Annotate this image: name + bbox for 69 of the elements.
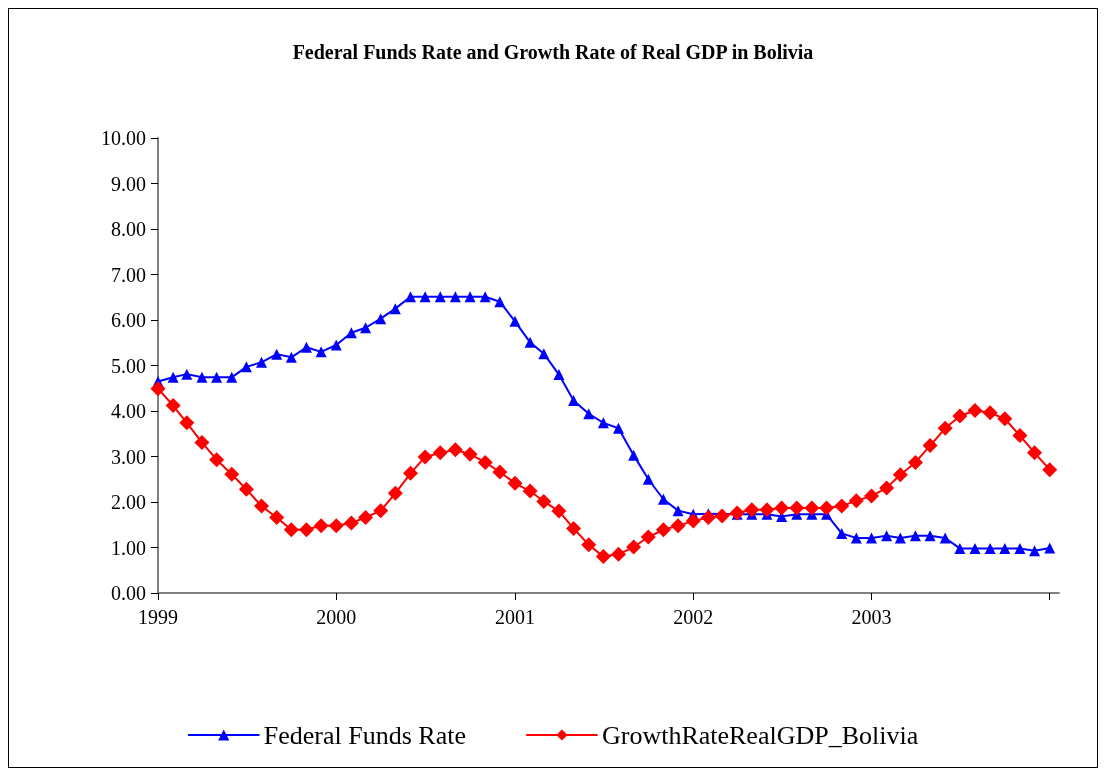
point (642, 473, 654, 485)
point (1014, 542, 1026, 554)
point (375, 313, 387, 325)
point (1029, 545, 1041, 557)
y-tick-label: 3.00 (111, 445, 146, 468)
point (909, 530, 921, 542)
point (939, 532, 951, 544)
point (894, 532, 906, 544)
point (538, 348, 550, 360)
y-tick-label: 5.00 (111, 354, 146, 377)
point (553, 369, 565, 381)
point (509, 315, 521, 327)
point (434, 291, 446, 303)
point (969, 542, 981, 554)
y-tick-label: 9.00 (111, 172, 146, 195)
y-tick-label: 7.00 (111, 263, 146, 286)
point (1044, 542, 1056, 554)
point (524, 336, 536, 348)
point (404, 291, 416, 303)
y-tick-label: 2.00 (111, 491, 146, 513)
point (924, 530, 936, 542)
point (449, 291, 461, 303)
point (494, 296, 506, 308)
point (419, 291, 431, 303)
chart-title: Federal Funds Rate and Growth Rate of Real GDP in Bolivia (292, 41, 814, 63)
point (672, 505, 684, 517)
point (271, 348, 283, 360)
point (583, 408, 595, 420)
point (999, 542, 1011, 554)
point (628, 449, 640, 461)
x-tick-label: 1999 (138, 606, 178, 628)
point (211, 371, 223, 383)
point (865, 532, 877, 544)
point (568, 395, 580, 407)
point (836, 527, 848, 539)
point (464, 291, 476, 303)
y-tick-label: 1.00 (111, 536, 146, 559)
y-tick-label: 8.00 (111, 218, 146, 240)
point (984, 542, 996, 554)
point (881, 530, 893, 542)
point (196, 371, 208, 383)
point (315, 346, 327, 358)
x-tick-label: 2000 (316, 606, 357, 628)
point (657, 493, 669, 505)
x-tick-label: 2002 (673, 606, 714, 628)
point (240, 361, 252, 373)
y-tick-label: 4.00 (111, 400, 146, 422)
legend-label: Federal Funds Rate (263, 720, 466, 750)
point (389, 303, 401, 315)
point (850, 532, 862, 544)
point (360, 322, 372, 334)
x-tick-label: 2003 (851, 606, 892, 628)
point (330, 339, 342, 351)
legend-label: GrowthRateRealGDP_Bolivia (601, 720, 919, 750)
point (345, 327, 357, 339)
point (954, 542, 966, 554)
point (256, 356, 268, 368)
point (167, 371, 179, 383)
point (181, 368, 193, 380)
point (285, 351, 297, 363)
y-tick-label: 0.00 (111, 582, 146, 604)
point (300, 341, 312, 353)
point (613, 422, 625, 434)
point (597, 417, 609, 429)
x-tick-label: 2001 (494, 606, 535, 628)
y-tick-label: 10.00 (101, 127, 146, 149)
point (226, 371, 238, 383)
point (479, 291, 491, 303)
y-tick-label: 6.00 (111, 309, 146, 331)
